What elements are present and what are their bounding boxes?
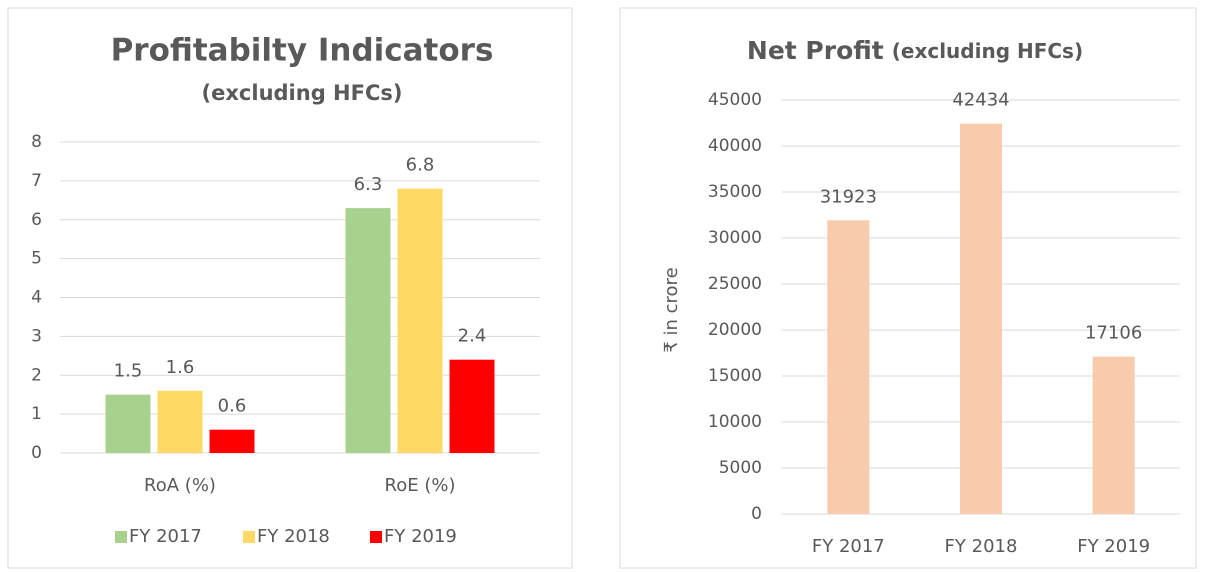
y-tick-label: 20000 bbox=[708, 320, 762, 340]
y-tick-label: 0 bbox=[751, 504, 762, 524]
x-tick-label: FY 2019 bbox=[1077, 536, 1150, 557]
bar bbox=[397, 188, 443, 453]
legend-label: FY 2017 bbox=[129, 526, 202, 547]
y-tick-label: 25000 bbox=[708, 274, 762, 294]
y-tick-label: 40000 bbox=[708, 136, 762, 156]
y-tick-label: 45000 bbox=[708, 90, 762, 110]
bar bbox=[1092, 356, 1135, 514]
bar bbox=[157, 390, 203, 453]
y-tick-label: 1 bbox=[31, 404, 42, 424]
x-tick-label: FY 2017 bbox=[812, 536, 885, 557]
y-axis-label: ₹ in crore bbox=[661, 267, 682, 352]
data-label: 6.3 bbox=[354, 174, 383, 195]
data-label: 0.6 bbox=[218, 396, 247, 417]
bar bbox=[960, 123, 1002, 514]
y-tick-label: 35000 bbox=[708, 182, 762, 202]
data-label: 2.4 bbox=[458, 326, 487, 347]
legend-swatch bbox=[115, 531, 127, 543]
legend-label: FY 2018 bbox=[257, 526, 330, 547]
bar bbox=[105, 394, 151, 453]
chart-title: Net Profit (excluding HFCs) bbox=[747, 36, 1083, 65]
y-tick-label: 0 bbox=[31, 443, 42, 463]
data-label: 17106 bbox=[1085, 323, 1142, 344]
data-label: 31923 bbox=[820, 186, 877, 207]
y-tick-label: 4 bbox=[31, 288, 42, 308]
chart-subtitle: (excluding HFCs) bbox=[202, 81, 403, 105]
y-tick-label: 8 bbox=[31, 132, 42, 152]
y-tick-label: 5000 bbox=[719, 458, 762, 478]
x-tick-label: RoE (%) bbox=[385, 475, 456, 496]
y-tick-label: 5 bbox=[31, 249, 42, 269]
chart-title-main: Net Profit bbox=[747, 36, 884, 65]
y-tick-label: 10000 bbox=[708, 412, 762, 432]
data-label: 1.6 bbox=[166, 357, 195, 378]
legend-label: FY 2019 bbox=[384, 526, 457, 547]
x-tick-label: RoA (%) bbox=[144, 475, 216, 496]
bar bbox=[209, 429, 255, 453]
y-tick-label: 2 bbox=[31, 365, 42, 385]
x-tick-label: FY 2018 bbox=[945, 536, 1018, 557]
bar bbox=[827, 220, 870, 514]
y-tick-label: 30000 bbox=[708, 228, 762, 248]
legend-swatch bbox=[243, 531, 255, 543]
chart-title: Profitabilty Indicators bbox=[111, 33, 494, 69]
bar bbox=[449, 359, 495, 453]
y-tick-label: 6 bbox=[31, 210, 42, 230]
bar bbox=[345, 208, 391, 453]
panel-1 bbox=[7, 7, 573, 569]
data-label: 42434 bbox=[952, 90, 1009, 111]
chart-subtitle: (excluding HFCs) bbox=[892, 39, 1083, 63]
data-label: 1.5 bbox=[114, 361, 143, 382]
data-label: 6.8 bbox=[406, 155, 435, 176]
legend-swatch bbox=[370, 531, 382, 543]
y-tick-label: 3 bbox=[31, 326, 42, 346]
y-tick-label: 15000 bbox=[708, 366, 762, 386]
y-tick-label: 7 bbox=[31, 171, 42, 191]
